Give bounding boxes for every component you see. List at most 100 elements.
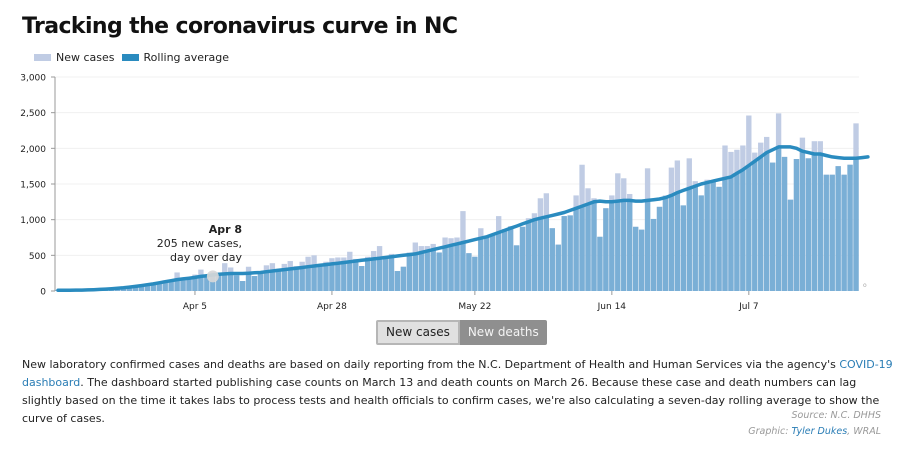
annotation-line2: day over day [170,251,242,264]
bar-new-cases-fill [299,267,305,291]
bar-new-cases-fill [412,253,418,291]
bar-new-cases-fill [615,201,621,291]
bar-new-cases-fill [496,232,502,291]
x-tick-label: Jun 14 [597,302,627,312]
x-tick-label: Apr 28 [317,302,347,312]
tab-new-deaths[interactable]: New deaths [459,320,547,345]
y-tick-label: 1,000 [20,216,46,226]
bar-new-cases-fill [436,252,442,291]
bar-new-cases-fill [591,201,597,291]
bar-new-cases-fill [638,229,645,291]
bar-new-cases-fill [400,266,407,291]
bar-new-cases-fill [740,169,746,291]
bar-new-cases-fill [364,259,371,291]
bar-new-cases-fill [710,181,716,291]
bar-new-cases-fill [698,195,704,291]
bar-new-cases-fill [335,263,341,291]
legend-rolling-label: Rolling average [143,51,230,64]
bar-new-cases-fill [835,166,841,291]
bar-new-cases-fill [847,164,853,291]
bar-new-cases-fill [424,251,430,291]
end-marker: o [863,282,867,289]
bar-new-cases-fill [251,276,258,291]
bar-new-cases-fill [692,186,698,291]
bar-new-cases-fill [650,218,657,291]
bar-new-cases-fill [734,173,740,291]
bar-new-cases-fill [460,242,466,291]
bar-new-cases-fill [829,174,835,291]
bar-new-cases-fill [150,283,156,291]
bar-new-cases-fill [263,271,270,291]
covid-dashboard-link[interactable]: COVID-19 dashboard [22,358,893,389]
bar-new-cases-fill [311,266,317,291]
bar-new-cases-fill [758,156,764,291]
bar-new-cases-fill [609,201,615,291]
bar-new-cases-fill [555,244,561,291]
bar-new-cases-fill [811,154,818,291]
bar-new-cases-fill [513,245,520,291]
bar-new-cases-fill [245,273,252,291]
bar-new-cases-fill [287,268,293,291]
bar-new-cases-fill [144,284,150,291]
bar-new-cases-fill [138,285,145,291]
bar-new-cases-fill [132,286,139,291]
bar-new-cases-fill [174,279,180,291]
bar-new-cases-fill [537,218,544,291]
bar-new-cases-fill [853,158,859,291]
bar-new-cases-fill [222,273,228,291]
bar-new-cases-fill [632,226,639,291]
bars [55,113,859,292]
bar-new-cases-fill [257,273,264,291]
bar-new-cases-fill [627,200,633,291]
bar-new-cases-fill [204,276,210,291]
bar-new-cases-fill [329,263,335,291]
bar-new-cases-fill [269,271,276,291]
bar-new-cases-fill [787,199,794,291]
description-text-2: . The dashboard started publishing case … [22,376,880,425]
bar-new-cases-fill [799,151,806,291]
bar-new-cases-fill [418,252,424,291]
bar-new-cases-fill [376,258,383,291]
bar-new-cases-fill [239,281,246,291]
bar-new-cases-fill [817,154,823,291]
rolling-line-group [56,145,870,293]
bar-new-cases-fill [764,152,770,291]
description: New laboratory confirmed cases and death… [22,356,894,428]
bar-new-cases-fill [126,288,133,291]
bar-new-cases-fill [793,159,800,291]
graphic-suffix: , WRAL [847,426,881,437]
tab-new-cases[interactable]: New cases [376,320,460,345]
legend-rolling: Rolling average [121,51,230,64]
bar-new-cases-fill [192,277,198,291]
bar-new-cases-fill [746,165,752,291]
bar-new-cases-fill [561,216,567,291]
annotation: Apr 8 205 new cases, day over day [157,223,242,283]
bar-new-cases-fill [210,274,216,291]
bar-new-cases-fill [543,216,550,291]
rolling-average-line [56,145,870,293]
y-tick-label: 2,500 [20,109,46,119]
bar-new-cases-fill [156,282,162,291]
bar-new-cases-fill [775,146,782,291]
bar-new-cases-fill [162,281,168,291]
bar-new-cases-fill [347,261,353,291]
bar-new-cases-fill [370,258,377,291]
bar-new-cases-fill [382,258,389,291]
x-tick-label: May 22 [458,302,491,312]
annotation-line1: 205 new cases, [157,237,242,250]
author-link[interactable]: Tyler Dukes [791,426,848,437]
bar-new-cases-fill [597,236,603,291]
bar-new-cases-fill [233,275,240,291]
legend-rolling-swatch [121,54,139,61]
bar-new-cases-fill [781,156,788,291]
bar-new-cases-fill [722,178,728,291]
bar-new-cases-fill [668,195,675,291]
bar-new-cases-fill [359,266,365,291]
bar-new-cases-fill [305,266,311,291]
bar-new-cases-fill [823,174,829,291]
bar-new-cases-fill [454,243,460,291]
bar-new-cases-fill [704,182,710,291]
bar-new-cases-fill [769,162,776,291]
description-text-1: New laboratory confirmed cases and death… [22,358,840,371]
annotation-marker [206,270,219,283]
